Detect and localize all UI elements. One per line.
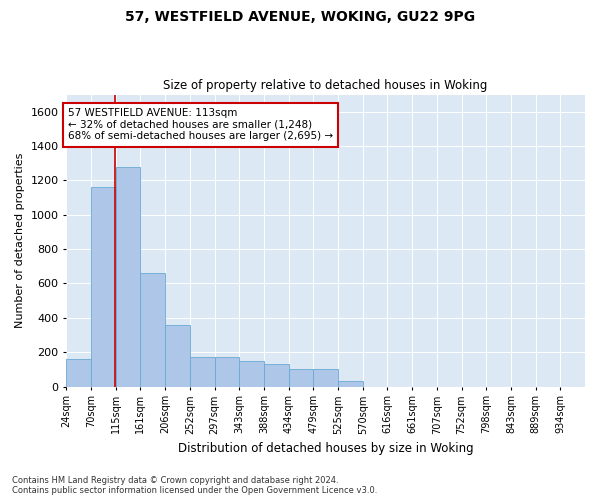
Bar xyxy=(165,324,190,386)
Y-axis label: Number of detached properties: Number of detached properties xyxy=(15,153,25,328)
Bar xyxy=(91,188,116,386)
Text: Contains HM Land Registry data © Crown copyright and database right 2024.
Contai: Contains HM Land Registry data © Crown c… xyxy=(12,476,377,495)
Bar xyxy=(116,166,140,386)
Bar xyxy=(338,382,363,386)
Bar xyxy=(264,364,289,386)
Bar xyxy=(67,359,91,386)
Bar xyxy=(190,358,215,386)
Title: Size of property relative to detached houses in Woking: Size of property relative to detached ho… xyxy=(163,79,488,92)
Bar xyxy=(313,370,338,386)
Text: 57 WESTFIELD AVENUE: 113sqm
← 32% of detached houses are smaller (1,248)
68% of : 57 WESTFIELD AVENUE: 113sqm ← 32% of det… xyxy=(68,108,333,142)
Bar xyxy=(239,361,264,386)
X-axis label: Distribution of detached houses by size in Woking: Distribution of detached houses by size … xyxy=(178,442,473,455)
Bar xyxy=(215,358,239,386)
Text: 57, WESTFIELD AVENUE, WOKING, GU22 9PG: 57, WESTFIELD AVENUE, WOKING, GU22 9PG xyxy=(125,10,475,24)
Bar xyxy=(289,370,313,386)
Bar xyxy=(140,273,165,386)
